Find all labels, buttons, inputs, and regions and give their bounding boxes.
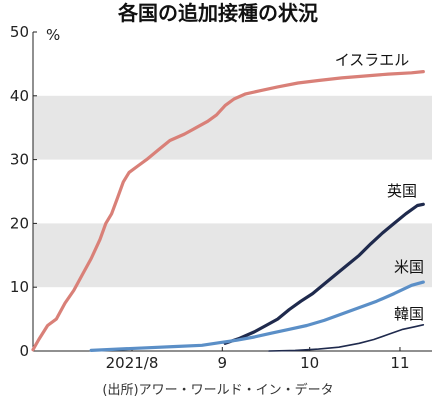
gray-band-0: [33, 223, 432, 288]
y-tick-label: 50: [10, 23, 29, 41]
series-line-3: [268, 324, 425, 352]
y-tick-label: 20: [10, 214, 29, 232]
series-label-2: 米国: [394, 258, 424, 276]
series-line-1: [223, 202, 425, 345]
chart-title: 各国の追加接種の状況: [117, 1, 318, 25]
x-tick-label: 2021/8: [106, 354, 159, 372]
series-label-3: 韓国: [394, 305, 424, 323]
y-tick-label: 10: [10, 278, 29, 296]
x-tick-label: 10: [300, 354, 319, 372]
y-tick-label: 0: [19, 342, 29, 360]
y-tick-label: 40: [10, 87, 29, 105]
series-label-0: イスラエル: [335, 51, 410, 69]
y-tick-label: 30: [10, 151, 29, 169]
series-line-0: [31, 70, 425, 352]
gray-band-1: [33, 95, 432, 160]
source-note: (出所)アワー・ワールド・イン・データ: [102, 382, 333, 398]
x-tick-label: 9: [218, 354, 228, 372]
y-axis-unit: %: [46, 26, 60, 44]
series-label-1: 英国: [387, 182, 417, 200]
x-tick-label: 11: [390, 354, 409, 372]
series-line-2: [89, 280, 425, 352]
